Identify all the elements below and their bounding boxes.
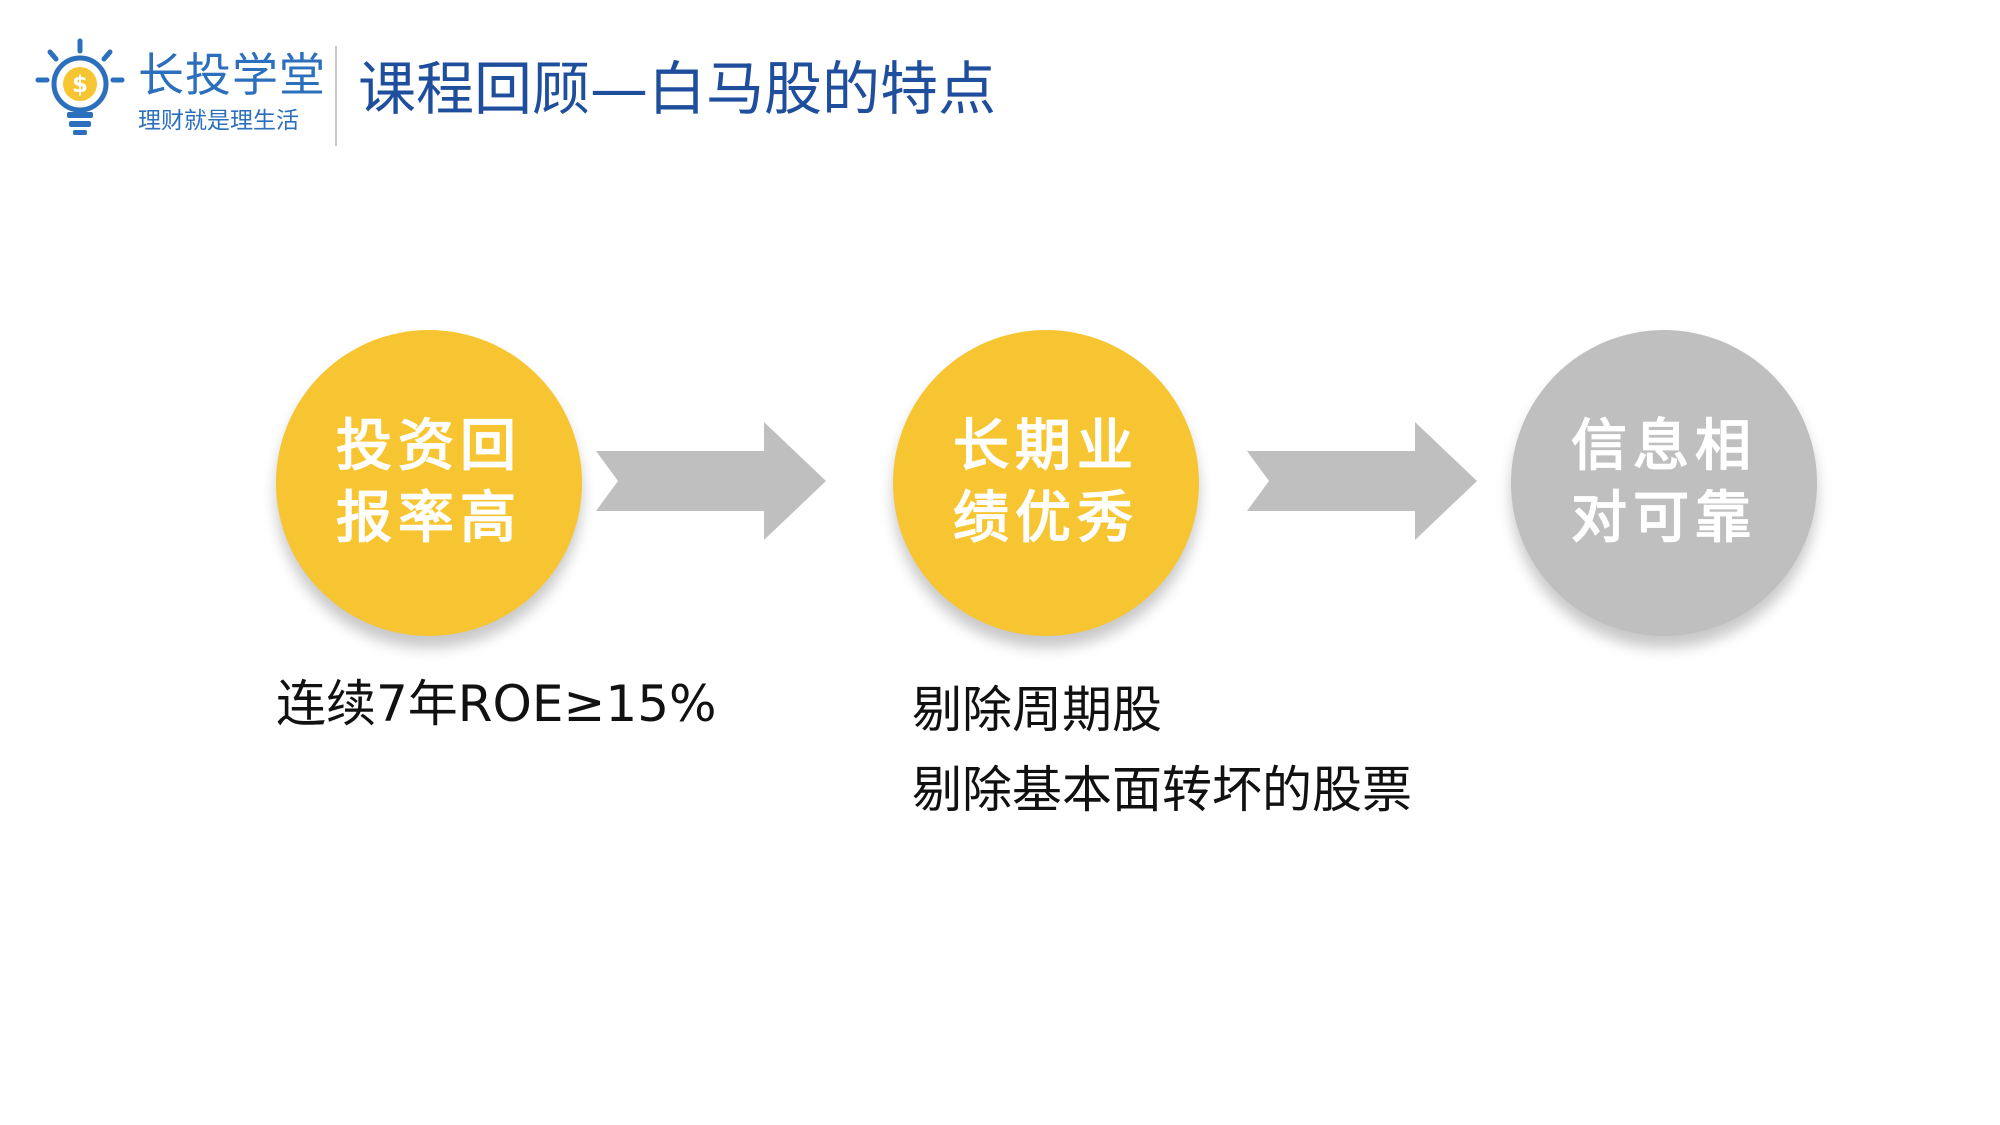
header-divider xyxy=(335,46,337,146)
logo-slogan: 理财就是理生活 xyxy=(138,108,299,134)
step-note-roe: 连续7年ROE≥15% xyxy=(276,675,717,733)
step-circle-investment-return: 投资回 报率高 xyxy=(276,330,582,636)
flow-arrow-right-icon xyxy=(596,422,826,540)
header: $ 长投学堂 理财就是理生活 课程回顾—白马股的特点 xyxy=(0,0,2000,150)
page-title: 课程回顾—白马股的特点 xyxy=(358,55,997,123)
step-label-line: 对可靠 xyxy=(1571,486,1757,551)
step-note-exclusions: 剔除周期股 剔除基本面转坏的股票 xyxy=(912,670,1412,830)
svg-text:$: $ xyxy=(72,72,88,98)
step-label-line: 投资回 xyxy=(336,414,522,479)
step-circle-reliable-information: 信息相 对可靠 xyxy=(1511,330,1817,636)
step-label-line: 长期业 xyxy=(953,414,1139,479)
logo-name: 长投学堂 xyxy=(138,48,326,102)
exclusion-item: 剔除周期股 xyxy=(912,681,1162,739)
lightbulb-dollar-icon: $ xyxy=(35,38,125,135)
exclusion-item: 剔除基本面转坏的股票 xyxy=(912,761,1412,819)
step-circle-long-term-performance: 长期业 绩优秀 xyxy=(893,330,1199,636)
step-label-line: 报率高 xyxy=(336,486,522,551)
step-label-line: 绩优秀 xyxy=(953,486,1139,551)
flow-arrow-right-icon xyxy=(1247,422,1477,540)
step-label-line: 信息相 xyxy=(1571,414,1757,479)
